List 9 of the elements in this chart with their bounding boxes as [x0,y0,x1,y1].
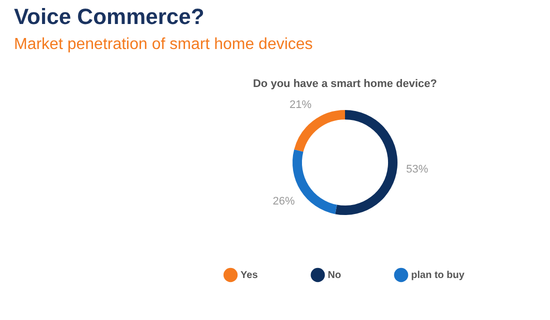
chart-subtitle: Market penetration of smart home devices [14,36,313,54]
legend-label: No [328,270,342,281]
chart-title: Voice Commerce? [14,4,204,30]
legend-label: Yes [240,270,258,281]
data-label: 26% [272,195,296,208]
data-label: 21% [290,99,312,112]
data-label: 53% [406,163,428,176]
legend-label: plan to buy [411,270,465,281]
text: Do you have a smart home device? [252,78,438,90]
